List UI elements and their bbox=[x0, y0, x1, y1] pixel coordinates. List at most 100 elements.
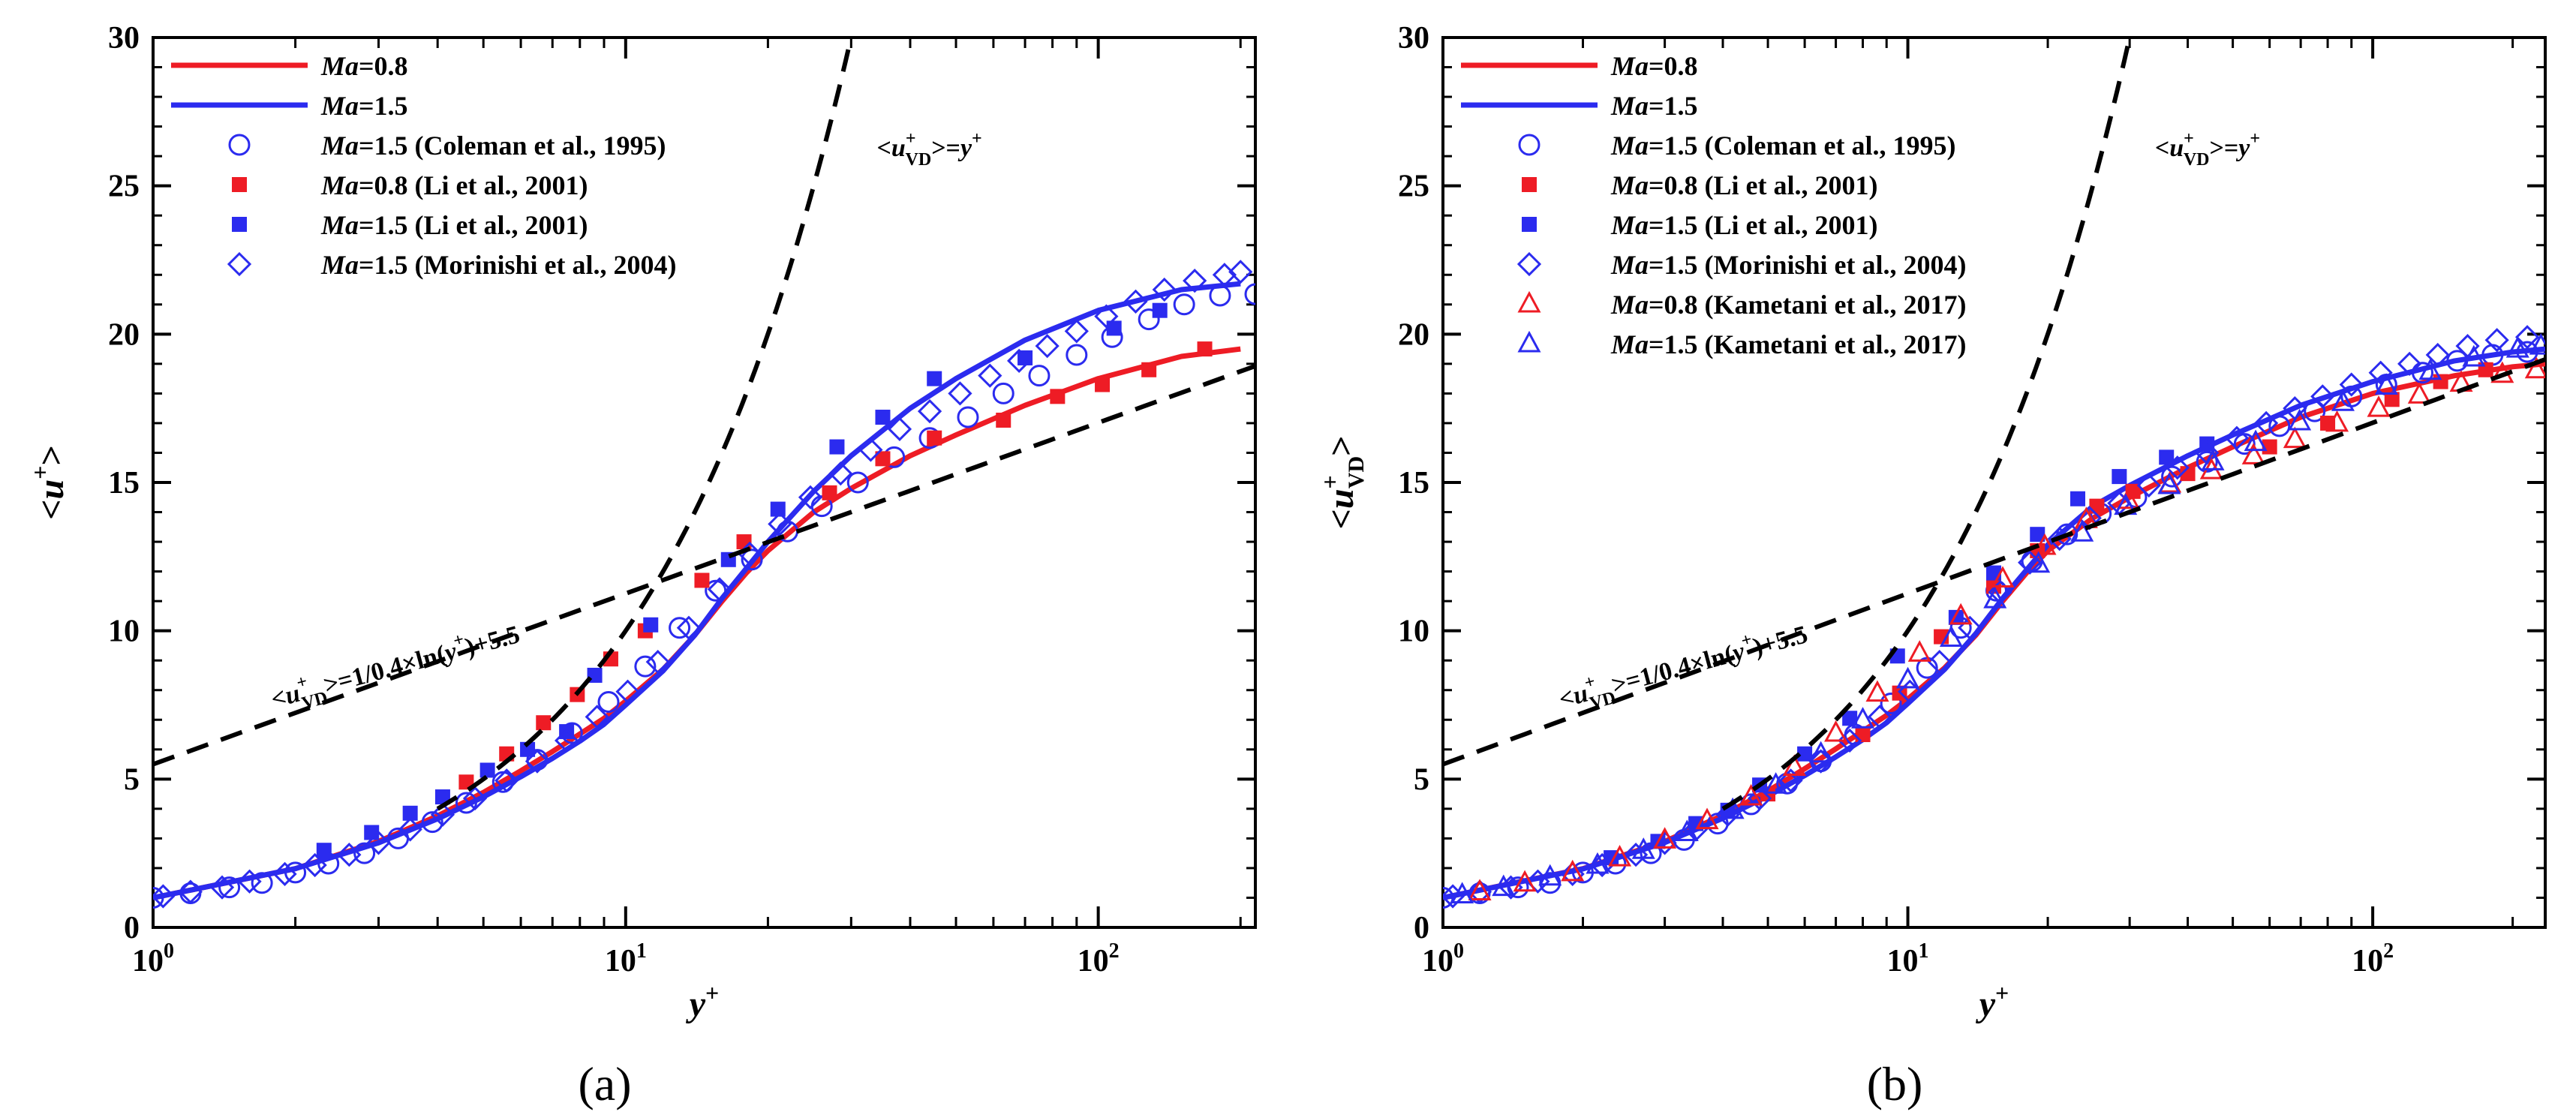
x-axis-label-plus: + bbox=[705, 979, 719, 1006]
y-tick-label: 0 bbox=[1414, 911, 1429, 945]
data-point bbox=[1865, 680, 1889, 702]
legend-label: Ma=1.5 (Morinishi et al., 2004) bbox=[320, 250, 677, 280]
y-axis-label: <u+> bbox=[26, 445, 71, 520]
legend-key bbox=[227, 251, 252, 277]
data-point bbox=[479, 762, 495, 778]
data-point bbox=[2224, 425, 2250, 450]
data-point bbox=[2462, 344, 2486, 367]
x-tick-exponent: 2 bbox=[1109, 939, 1120, 963]
ann-eq: >= bbox=[931, 134, 960, 162]
ann-plus: + bbox=[1583, 672, 1598, 693]
data-point bbox=[153, 886, 164, 909]
data-point bbox=[615, 679, 640, 704]
y-axis-label-u: u bbox=[1321, 488, 1361, 509]
x-tick-exponent: 0 bbox=[164, 939, 174, 963]
data-point bbox=[1183, 269, 1207, 293]
legend-label-rest: =1.5 (Li et al., 2001) bbox=[1649, 210, 1877, 240]
data-point bbox=[2268, 415, 2291, 437]
data-point bbox=[316, 843, 332, 858]
legend-label: Ma=1.5 (Li et al., 2001) bbox=[320, 210, 588, 240]
data-point bbox=[2136, 473, 2161, 498]
data-point bbox=[2283, 426, 2307, 449]
y-tick-label: 10 bbox=[1398, 615, 1429, 649]
x-tick-base: 10 bbox=[132, 944, 164, 978]
data-point bbox=[1035, 334, 1060, 359]
data-point bbox=[555, 728, 579, 753]
legend-label: Ma=1.5 (Li et al., 2001) bbox=[1610, 210, 1878, 240]
data-point bbox=[302, 852, 327, 878]
y-axis-label-lt: < bbox=[32, 499, 71, 519]
a-ma15-line-curve bbox=[153, 281, 1241, 900]
data-point bbox=[1747, 786, 1772, 811]
x-tick-base: 10 bbox=[1078, 944, 1109, 978]
legend-label: Ma=0.8 (Li et al., 2001) bbox=[1610, 170, 1878, 200]
data-point bbox=[1050, 389, 1066, 404]
data-point bbox=[2070, 491, 2085, 506]
b-kametani-2017-ma08 bbox=[1468, 356, 2545, 901]
data-point bbox=[996, 412, 1011, 428]
data-point bbox=[455, 792, 477, 814]
data-point bbox=[1138, 308, 1160, 331]
data-point bbox=[770, 501, 786, 517]
data-point bbox=[858, 437, 883, 462]
data-point bbox=[643, 617, 659, 633]
ann-y-plus: + bbox=[2250, 129, 2260, 149]
legend-label-rest: =1.5 (Morinishi et al., 2004) bbox=[1649, 250, 1966, 280]
legend-label-rest: =1.5 bbox=[1649, 91, 1698, 121]
data-point bbox=[1739, 783, 1763, 806]
legend-label-ma: Ma bbox=[1610, 250, 1649, 280]
y-axis-label-plus: + bbox=[1316, 475, 1343, 488]
data-point bbox=[1538, 864, 1562, 886]
data-point bbox=[1927, 650, 1952, 675]
ann-y-plus: + bbox=[972, 129, 982, 149]
legend-label-ma: Ma bbox=[1610, 290, 1649, 320]
data-point bbox=[1985, 565, 2001, 581]
data-point bbox=[1064, 319, 1089, 344]
ann-u: u bbox=[891, 134, 906, 162]
legend-label-ma: Ma bbox=[1610, 170, 1649, 200]
x-axis-label-y: y bbox=[1976, 984, 1996, 1024]
legend-key bbox=[232, 177, 247, 192]
b-log-law-curve bbox=[1443, 357, 2545, 767]
data-point bbox=[1173, 293, 1195, 316]
data-point bbox=[917, 398, 942, 424]
legend-key bbox=[1522, 217, 1537, 232]
data-point bbox=[536, 715, 552, 731]
data-point bbox=[875, 451, 891, 467]
data-point bbox=[2524, 356, 2545, 379]
data-point bbox=[2320, 415, 2336, 431]
legend-key bbox=[232, 217, 247, 232]
data-point bbox=[694, 573, 710, 588]
b-log-law bbox=[1443, 357, 2545, 767]
data-point bbox=[1152, 277, 1177, 302]
legend: Ma=0.8Ma=1.5Ma=1.5 (Coleman et al., 1995… bbox=[171, 51, 677, 280]
data-point bbox=[1721, 797, 1745, 819]
data-point bbox=[1561, 859, 1585, 882]
x-tick-base: 10 bbox=[1422, 944, 1453, 978]
data-point bbox=[2030, 527, 2045, 542]
y-tick-label: 30 bbox=[108, 21, 140, 56]
data-point bbox=[2516, 341, 2538, 363]
y-axis-label-plus: + bbox=[26, 466, 53, 479]
legend-marker-swatch bbox=[228, 134, 251, 156]
data-point bbox=[2310, 384, 2335, 409]
y-tick-label: 15 bbox=[1398, 466, 1429, 500]
data-point bbox=[2254, 410, 2279, 436]
data-point bbox=[1228, 260, 1253, 284]
legend-label: Ma=1.5 bbox=[320, 91, 408, 121]
data-point bbox=[2165, 455, 2190, 480]
data-point bbox=[2367, 395, 2391, 417]
x-axis-label-y: y bbox=[686, 984, 706, 1024]
data-point bbox=[2425, 342, 2450, 368]
legend-label: Ma=1.5 (Kametani et al., 2017) bbox=[1610, 329, 1966, 359]
y-tick-label: 20 bbox=[1398, 317, 1429, 352]
data-point bbox=[645, 650, 670, 675]
data-point bbox=[1007, 348, 1032, 374]
data-point bbox=[2397, 351, 2422, 376]
data-point bbox=[1809, 741, 1833, 763]
data-point bbox=[1492, 874, 1516, 897]
legend-label: Ma=0.8 (Li et al., 2001) bbox=[320, 170, 588, 200]
y-tick-label: 5 bbox=[124, 762, 140, 797]
legend-label-rest: =0.8 (Li et al., 2001) bbox=[1649, 170, 1877, 200]
